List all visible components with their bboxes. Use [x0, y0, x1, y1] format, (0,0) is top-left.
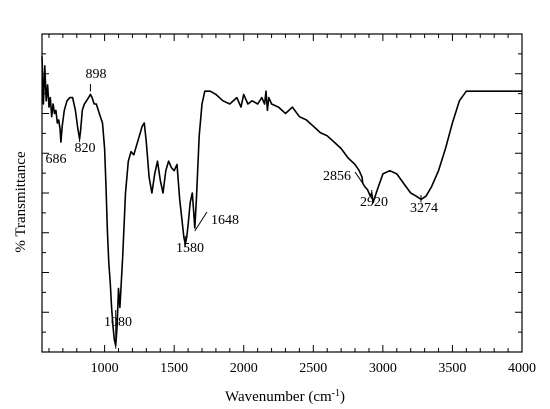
plot-area: 1000 1500 2000 2500 3000 3500 4000 68682089810…: [41, 33, 536, 376]
y-axis-ticks: [42, 33, 522, 353]
peak-leader-line: [354, 171, 364, 184]
peak-leader-line: [194, 211, 208, 232]
peak-label: 2920: [360, 195, 388, 210]
peak-label: 1580: [176, 241, 204, 256]
x-axis-title: Wavenumber (cm-1): [225, 388, 345, 405]
peak-label: 686: [46, 152, 67, 167]
peak-label: 1080: [104, 315, 132, 330]
peak-label: 3274: [410, 201, 438, 216]
x-tick-label: 2000: [230, 361, 258, 376]
peak-annotations: 686 820 898 1080 1580 1648 2856 2920 3274: [46, 67, 438, 349]
x-axis-title-superscript: -1: [332, 388, 340, 399]
x-tick-label: 3000: [369, 361, 397, 376]
x-tick-label: 1000: [91, 361, 119, 376]
peak-label: 1648: [211, 213, 239, 228]
plot-frame: [41, 33, 523, 353]
x-tick-label: 4000: [508, 361, 536, 376]
y-axis-title: % Transmittance: [13, 151, 29, 253]
peak-label: 898: [86, 67, 107, 82]
x-tick-label: 1500: [160, 361, 188, 376]
x-axis-ticks: 1000 1500 2000 2500 3000 3500 4000: [48, 34, 536, 376]
spectrum-line: [41, 56, 522, 347]
peak-label: 2856: [323, 169, 351, 184]
x-tick-label: 3500: [438, 361, 466, 376]
peak-label: 820: [75, 141, 96, 156]
x-tick-label: 2500: [299, 361, 327, 376]
